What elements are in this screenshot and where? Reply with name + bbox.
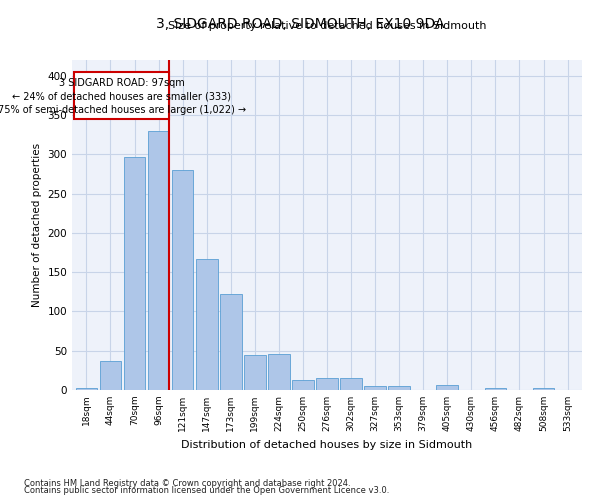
Bar: [76, 388, 97, 390]
Bar: [316, 378, 338, 390]
Bar: [364, 386, 386, 390]
Bar: [533, 388, 554, 390]
Bar: [196, 259, 218, 390]
Bar: [148, 130, 169, 390]
Text: 3, SIDGARD ROAD, SIDMOUTH, EX10 9DA: 3, SIDGARD ROAD, SIDMOUTH, EX10 9DA: [156, 18, 444, 32]
Bar: [124, 156, 145, 390]
Bar: [292, 380, 314, 390]
Bar: [220, 294, 242, 390]
Bar: [388, 386, 410, 390]
Bar: [436, 386, 458, 390]
FancyBboxPatch shape: [74, 72, 169, 119]
Bar: [172, 170, 193, 390]
Bar: [485, 388, 506, 390]
Text: Contains HM Land Registry data © Crown copyright and database right 2024.: Contains HM Land Registry data © Crown c…: [24, 478, 350, 488]
Title: Size of property relative to detached houses in Sidmouth: Size of property relative to detached ho…: [168, 22, 486, 32]
Bar: [340, 378, 362, 390]
Text: Contains public sector information licensed under the Open Government Licence v3: Contains public sector information licen…: [24, 486, 389, 495]
Y-axis label: Number of detached properties: Number of detached properties: [32, 143, 42, 307]
Bar: [100, 361, 121, 390]
Text: ← 24% of detached houses are smaller (333): ← 24% of detached houses are smaller (33…: [13, 92, 232, 102]
Bar: [244, 356, 266, 390]
X-axis label: Distribution of detached houses by size in Sidmouth: Distribution of detached houses by size …: [181, 440, 473, 450]
Text: 75% of semi-detached houses are larger (1,022) →: 75% of semi-detached houses are larger (…: [0, 105, 246, 115]
Bar: [268, 354, 290, 390]
Text: 3 SIDGARD ROAD: 97sqm: 3 SIDGARD ROAD: 97sqm: [59, 78, 185, 88]
